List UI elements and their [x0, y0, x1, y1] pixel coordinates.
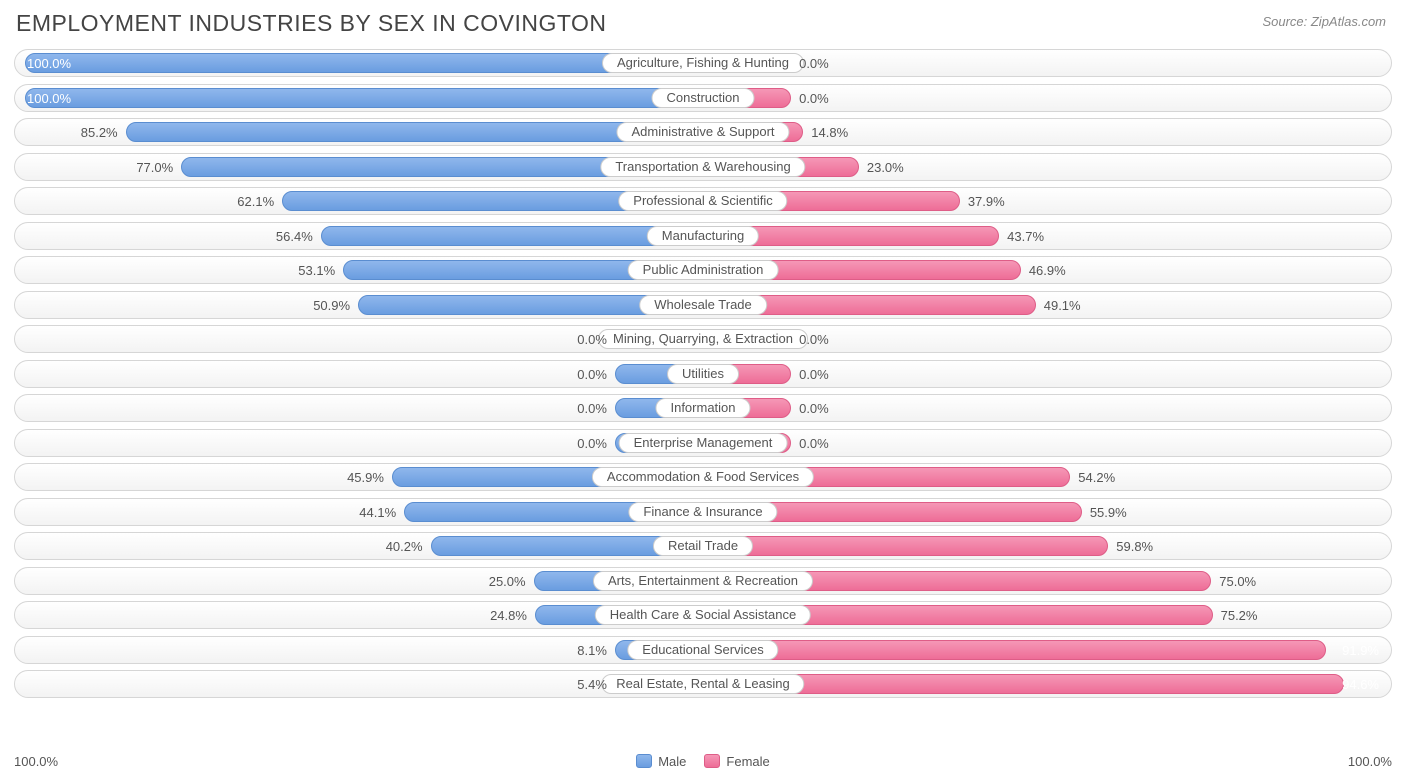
female-value-label: 59.8%	[1116, 533, 1153, 561]
female-value-label: 0.0%	[799, 85, 829, 113]
male-value-label: 53.1%	[298, 257, 335, 285]
female-value-label: 75.0%	[1219, 568, 1256, 596]
category-label: Accommodation & Food Services	[592, 467, 814, 487]
category-label: Manufacturing	[647, 226, 759, 246]
female-value-label: 23.0%	[867, 154, 904, 182]
category-label: Retail Trade	[653, 536, 753, 556]
male-value-label: 25.0%	[489, 568, 526, 596]
chart-row: Construction 100.0% 0.0%	[14, 84, 1392, 112]
category-label: Public Administration	[628, 260, 779, 280]
chart-source: Source: ZipAtlas.com	[1262, 14, 1386, 29]
chart-title: EMPLOYMENT INDUSTRIES BY SEX IN COVINGTO…	[16, 10, 607, 37]
category-label: Real Estate, Rental & Leasing	[601, 674, 804, 694]
female-value-label: 91.9%	[1342, 637, 1379, 665]
male-value-label: 0.0%	[577, 430, 607, 458]
legend-female: Female	[704, 754, 769, 769]
female-value-label: 14.8%	[811, 119, 848, 147]
female-value-label: 55.9%	[1090, 499, 1127, 527]
female-value-label: 46.9%	[1029, 257, 1066, 285]
chart-row: Agriculture, Fishing & Hunting 100.0% 0.0%	[14, 49, 1392, 77]
category-label: Finance & Insurance	[628, 502, 777, 522]
chart-row: Administrative & Support 85.2% 14.8%	[14, 118, 1392, 146]
female-value-label: 0.0%	[799, 326, 829, 354]
chart-row: Professional & Scientific 62.1% 37.9%	[14, 187, 1392, 215]
male-value-label: 100.0%	[27, 50, 71, 78]
chart-row: Finance & Insurance 44.1% 55.9%	[14, 498, 1392, 526]
category-label: Arts, Entertainment & Recreation	[593, 571, 813, 591]
chart-row: Educational Services 8.1% 91.9%	[14, 636, 1392, 664]
male-value-label: 45.9%	[347, 464, 384, 492]
chart-row: Health Care & Social Assistance 24.8% 75.2…	[14, 601, 1392, 629]
male-value-label: 77.0%	[136, 154, 173, 182]
axis-label-left: 100.0%	[14, 754, 58, 769]
chart-row: Wholesale Trade 50.9% 49.1%	[14, 291, 1392, 319]
category-label: Mining, Quarrying, & Extraction	[598, 329, 808, 349]
chart-area: Agriculture, Fishing & Hunting 100.0% 0.0%…	[0, 43, 1406, 698]
male-swatch-icon	[636, 754, 652, 768]
male-value-label: 0.0%	[577, 395, 607, 423]
female-value-label: 54.2%	[1078, 464, 1115, 492]
female-value-label: 0.0%	[799, 430, 829, 458]
female-swatch-icon	[704, 754, 720, 768]
category-label: Construction	[652, 88, 755, 108]
male-value-label: 5.4%	[577, 671, 607, 699]
chart-row: Manufacturing 56.4% 43.7%	[14, 222, 1392, 250]
male-bar	[25, 88, 703, 108]
chart-row: Real Estate, Rental & Leasing5.4% 94.6%	[14, 670, 1392, 698]
male-value-label: 0.0%	[577, 361, 607, 389]
chart-row: Mining, Quarrying, & Extraction0.0% 0.0%	[14, 325, 1392, 353]
male-bar	[321, 226, 703, 246]
male-value-label: 62.1%	[237, 188, 274, 216]
category-label: Agriculture, Fishing & Hunting	[602, 53, 804, 73]
category-label: Administrative & Support	[616, 122, 789, 142]
female-value-label: 0.0%	[799, 395, 829, 423]
legend: Male Female	[636, 754, 770, 769]
chart-row: Accommodation & Food Services 45.9% 54.2%	[14, 463, 1392, 491]
female-value-label: 0.0%	[799, 50, 829, 78]
category-label: Enterprise Management	[619, 433, 788, 453]
male-value-label: 100.0%	[27, 85, 71, 113]
male-value-label: 50.9%	[313, 292, 350, 320]
male-value-label: 0.0%	[577, 326, 607, 354]
category-label: Information	[655, 398, 750, 418]
chart-footer: 100.0% Male Female 100.0%	[14, 754, 1392, 769]
female-value-label: 0.0%	[799, 361, 829, 389]
category-label: Health Care & Social Assistance	[595, 605, 811, 625]
female-bar	[703, 536, 1108, 556]
female-value-label: 75.2%	[1221, 602, 1258, 630]
male-value-label: 40.2%	[386, 533, 423, 561]
legend-male-label: Male	[658, 754, 686, 769]
chart-row: Arts, Entertainment & Recreation 25.0% 75.…	[14, 567, 1392, 595]
category-label: Educational Services	[627, 640, 778, 660]
male-value-label: 24.8%	[490, 602, 527, 630]
chart-row: Enterprise Management 0.0% 0.0%	[14, 429, 1392, 457]
male-value-label: 85.2%	[81, 119, 118, 147]
male-value-label: 44.1%	[359, 499, 396, 527]
category-label: Wholesale Trade	[639, 295, 767, 315]
male-value-label: 56.4%	[276, 223, 313, 251]
chart-row: Retail Trade 40.2% 59.8%	[14, 532, 1392, 560]
female-value-label: 94.6%	[1342, 671, 1379, 699]
male-value-label: 8.1%	[577, 637, 607, 665]
chart-row: Information 0.0% 0.0%	[14, 394, 1392, 422]
category-label: Utilities	[667, 364, 739, 384]
category-label: Professional & Scientific	[618, 191, 787, 211]
female-value-label: 43.7%	[1007, 223, 1044, 251]
chart-header: EMPLOYMENT INDUSTRIES BY SEX IN COVINGTO…	[0, 0, 1406, 43]
chart-row: Transportation & Warehousing 77.0% 23.0%	[14, 153, 1392, 181]
legend-male: Male	[636, 754, 686, 769]
female-bar	[703, 640, 1326, 660]
chart-row: Utilities 0.0% 0.0%	[14, 360, 1392, 388]
axis-label-right: 100.0%	[1348, 754, 1392, 769]
female-value-label: 37.9%	[968, 188, 1005, 216]
category-label: Transportation & Warehousing	[600, 157, 805, 177]
female-value-label: 49.1%	[1044, 292, 1081, 320]
legend-female-label: Female	[726, 754, 769, 769]
chart-row: Public Administration 53.1% 46.9%	[14, 256, 1392, 284]
